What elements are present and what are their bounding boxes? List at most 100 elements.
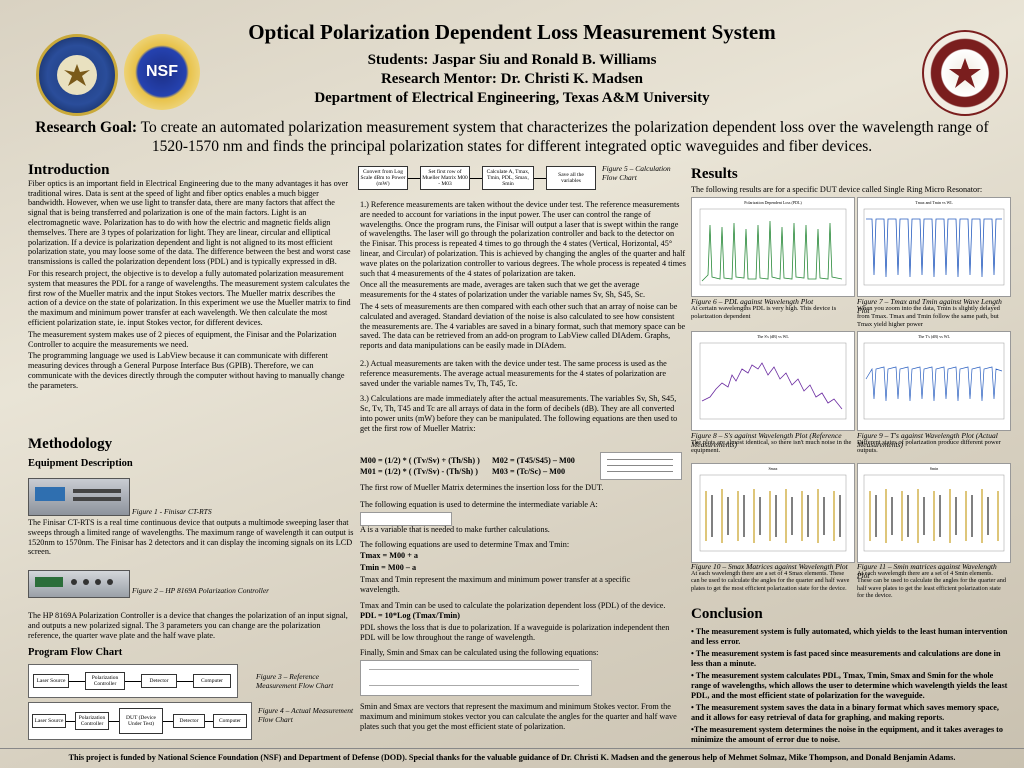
equation-m01: M01 = (1/2) * ( (Tv/Sv) - (Th/Sh) ) bbox=[360, 467, 478, 476]
flow-box: Laser Source bbox=[32, 714, 66, 728]
figure-7-text: When you zoom into the data, Tmin is sli… bbox=[857, 305, 1000, 328]
flow-box: Save all the variables bbox=[546, 166, 596, 190]
figure-10-caption: Figure 10 – Smax Matrices against Wavele… bbox=[691, 562, 848, 571]
pdl-plot: Polarization Dependent Loss (PDL) bbox=[691, 197, 855, 297]
tmax-tmin-plot-title: Tmax and Tmin vs WL bbox=[915, 200, 953, 205]
conclusion-list: • The measurement system is fully automa… bbox=[691, 627, 1011, 747]
insertion-loss-text: The first row of Mueller Matrix determin… bbox=[360, 483, 604, 492]
step-2-text: 2.) Actual measurements are taken with t… bbox=[360, 358, 667, 388]
finisar-description: The Finisar CT-RTS is a real time contin… bbox=[28, 518, 354, 557]
footer-divider bbox=[0, 748, 1024, 749]
flow-box: Polarization Controller bbox=[85, 672, 125, 690]
t-plot: The T's (dB) vs WL bbox=[857, 331, 1011, 431]
tmax-tmin-plot-svg bbox=[863, 208, 1005, 286]
s-plot: The S's (dB) vs WL bbox=[691, 331, 855, 431]
introduction-heading: Introduction bbox=[28, 162, 110, 178]
smax-plot-title: Smax bbox=[768, 466, 778, 471]
step-3-text: 3.) Calculations are made immediately af… bbox=[360, 394, 678, 433]
equation-m03: M03 = (Tc/Sc) – M00 bbox=[492, 467, 566, 476]
variable-a-intro: The following equation is used to determ… bbox=[360, 500, 598, 509]
equation-pdl: PDL = 10*Log (Tmax/Tmin) bbox=[360, 611, 460, 620]
figure-8-caption: Figure 8 – S's against Wavelength Plot (… bbox=[691, 431, 842, 449]
smin-plot: Smin bbox=[857, 463, 1011, 563]
figure-11-caption: Figure 11 – Smin matrices against Wavele… bbox=[857, 562, 997, 580]
poster-title: Optical Polarization Dependent Loss Meas… bbox=[248, 20, 776, 44]
equation-tmax: Tmax = M00 + a bbox=[360, 551, 418, 560]
tmax-tmin-text: Tmax and Tmin represent the maximum and … bbox=[360, 575, 631, 594]
nsf-logo-text: NSF bbox=[146, 63, 178, 80]
finisar-image bbox=[28, 478, 130, 516]
equation-tmin: Tmin = M00 – a bbox=[360, 563, 417, 572]
figure-8-text: The plots are almost identical, so there… bbox=[691, 439, 852, 454]
flow-box: Laser Source bbox=[33, 674, 69, 688]
figure-7-caption: Figure 7 – Tmax and Tmin against Wave Le… bbox=[857, 297, 1002, 315]
pdl-plot-title: Polarization Dependent Loss (PDL) bbox=[744, 200, 802, 205]
footer-acknowledgement: This project is funded by National Scien… bbox=[68, 753, 956, 762]
flow-box: DUT (Device Under Test) bbox=[119, 708, 163, 734]
flow-box: Detector bbox=[141, 674, 177, 688]
smin-smax-intro: Finally, Smin and Smax can be calculated… bbox=[360, 648, 599, 657]
flow-box: Set first row of Mueller Matrix M00 - M0… bbox=[420, 166, 470, 190]
figure-4-caption: Figure 4 – Actual Measurement Flow Chart bbox=[258, 706, 354, 724]
smax-plot-svg bbox=[699, 474, 847, 552]
smax-plot: Smax bbox=[691, 463, 855, 563]
figure-10-text: At each wavelength there are a set of 4 … bbox=[691, 570, 850, 592]
flow-box: Computer bbox=[193, 674, 231, 688]
figure-6-text: At certain wavelengths PDL is very high.… bbox=[691, 305, 837, 320]
tamu-seal-logo bbox=[922, 30, 1008, 116]
reference-flowchart: Laser Source Polarization Controller Det… bbox=[28, 664, 238, 698]
intro-paragraph-1: Fiber optics is an important field in El… bbox=[28, 178, 351, 267]
tmax-tmin-plot: Tmax and Tmin vs WL bbox=[857, 197, 1011, 297]
conclusion-item: •The measurement system determines the n… bbox=[691, 725, 1003, 744]
results-intro: The following results are for a specific… bbox=[691, 185, 983, 194]
nsf-logo: NSF bbox=[124, 34, 200, 110]
smin-plot-svg bbox=[863, 474, 1005, 552]
mentor-line: Research Mentor: Dr. Christi K. Madsen bbox=[380, 71, 644, 87]
equation-m00: M00 = (1/2) * ( (Tv/Sv) + (Th/Sh) ) bbox=[360, 456, 480, 465]
research-goal: Research Goal: To create an automated po… bbox=[20, 118, 1004, 156]
figure-11-text: At each wavelength there are a set of 4 … bbox=[857, 570, 1006, 600]
conclusion-heading: Conclusion bbox=[691, 606, 763, 622]
intro-paragraph-2: For this research project, the objective… bbox=[28, 268, 351, 327]
s-plot-svg bbox=[699, 342, 847, 420]
methodology-heading: Methodology bbox=[28, 436, 113, 452]
flow-box: Calculate A, Tmax, Tmin, PDL, Smax, Smin bbox=[482, 166, 534, 190]
students-line: Students: Jaspar Siu and Ronald B. Willi… bbox=[367, 52, 657, 68]
step-1-noise: The 4 sets of measurements are then comp… bbox=[360, 301, 686, 351]
equation-m02: M02 = (T45/S45) – M00 bbox=[492, 456, 575, 465]
calculation-flowchart: Convert from Log Scale dBm to Power (mW)… bbox=[358, 164, 598, 192]
department-line: Department of Electrical Engineering, Te… bbox=[314, 90, 710, 106]
step-1-averages: Once all the measurements are made, aver… bbox=[360, 280, 646, 300]
conclusion-item: • The measurement system is fully automa… bbox=[691, 627, 1008, 646]
goal-text: To create an automated polarization meas… bbox=[137, 119, 989, 155]
conclusion-item: • The measurement system calculates PDL,… bbox=[691, 671, 1008, 700]
hp-controller-image bbox=[28, 570, 130, 598]
intro-paragraph-4: The programming language we used is LabV… bbox=[28, 351, 345, 390]
tmax-tmin-intro: The following equations are used to dete… bbox=[360, 540, 570, 549]
variable-a-text: A is a variable that is needed to make f… bbox=[360, 525, 550, 534]
methodology-steps: 1.) Reference measurements are taken wit… bbox=[360, 200, 686, 436]
t-plot-svg bbox=[863, 342, 1005, 420]
goal-label: Research Goal: bbox=[35, 119, 138, 136]
conclusion-item: • The measurement system is fast paced s… bbox=[691, 649, 1001, 668]
flow-box: Polarization Controller bbox=[75, 712, 109, 730]
figure-9-text: Different states of polarization produce… bbox=[857, 439, 1001, 454]
figure-1-caption: Figure 1 - Finisar CT-RTS bbox=[132, 507, 212, 516]
t-plot-title: The T's (dB) vs WL bbox=[918, 334, 950, 339]
results-heading: Results bbox=[691, 166, 738, 182]
actual-flowchart: Laser Source Polarization Controller DUT… bbox=[28, 702, 252, 740]
figure-9-caption: Figure 9 – T's against Wavelength Plot (… bbox=[857, 431, 998, 449]
star-icon bbox=[949, 58, 981, 88]
hp-description: The HP 8169A Polarization Controller is … bbox=[28, 611, 348, 640]
step-1-text: 1.) Reference measurements are taken wit… bbox=[360, 200, 686, 278]
figure-2-caption: Figure 2 – HP 8169A Polarization Control… bbox=[132, 586, 270, 595]
pdl-plot-svg bbox=[699, 208, 847, 286]
smin-smax-text: Smin and Smax are vectors that represent… bbox=[360, 702, 677, 731]
s-plot-title: The S's (dB) vs WL bbox=[757, 334, 789, 339]
introduction-section: Introduction Fiber optics is an importan… bbox=[28, 162, 354, 393]
smax-smin-equation-image bbox=[360, 660, 592, 696]
intro-paragraph-3: The measurement system makes use of 2 pi… bbox=[28, 329, 337, 349]
pdl-intro: Tmax and Tmin can be used to calculate t… bbox=[360, 601, 666, 610]
figure-3-caption: Figure 3 – Reference Measurement Flow Ch… bbox=[256, 672, 334, 690]
flow-box: Detector bbox=[173, 714, 205, 728]
